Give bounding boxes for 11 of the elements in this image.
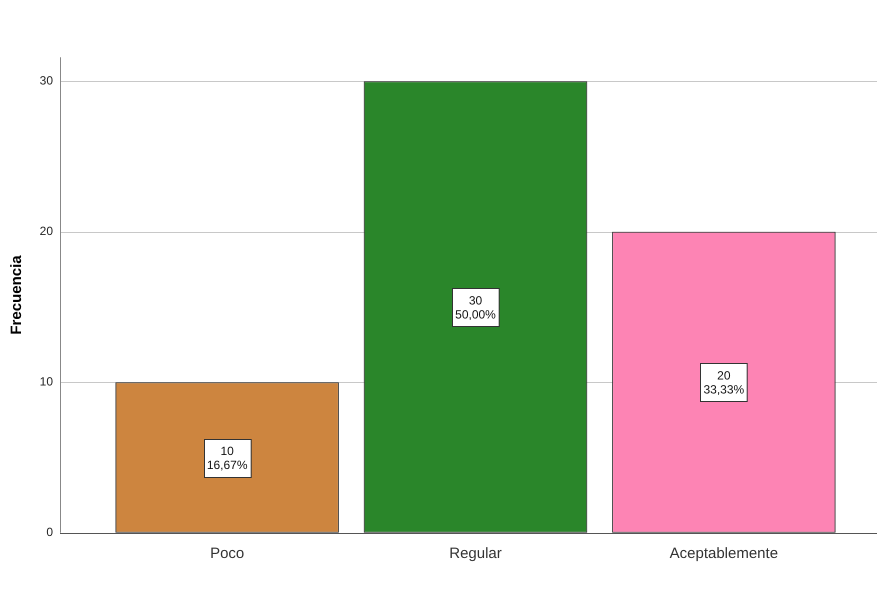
data-label: 10 16,67% [206,444,248,472]
x-tick-label: Poco [210,544,244,562]
y-tick-label: 0 [46,525,54,540]
data-label: 30 50,00% [455,293,496,322]
y-tick-label: 20 [40,224,54,238]
y-tick-label: 10 [40,374,54,389]
y-tick-label: 30 [40,74,54,88]
y-axis-title: Frecuencia [8,254,26,335]
x-tick-label: Regular [449,544,502,562]
data-label: 20 33,33% [703,368,745,397]
x-tick-label: Aceptablemente [670,544,778,562]
